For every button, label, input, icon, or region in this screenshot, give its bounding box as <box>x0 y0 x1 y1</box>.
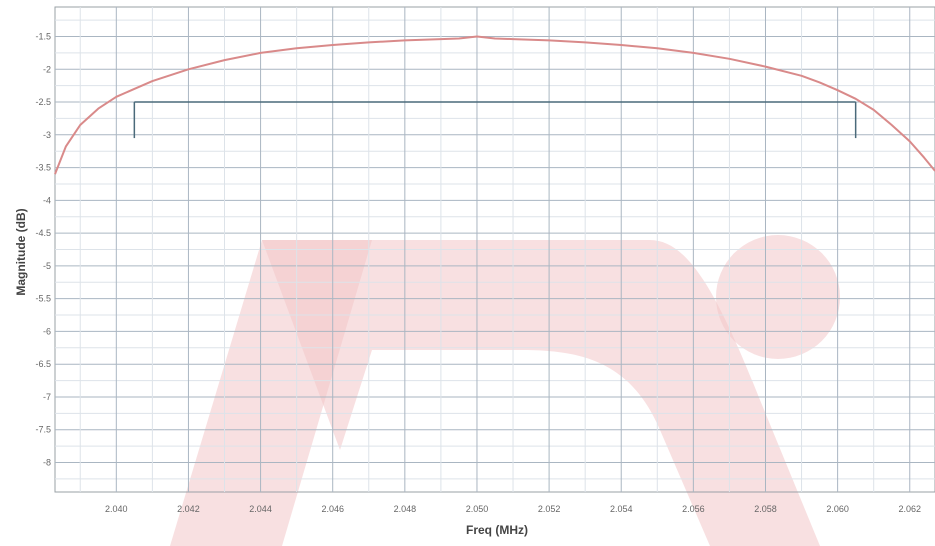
x-axis-label: Freq (MHz) <box>466 523 528 537</box>
y-tick-label: -7.5 <box>35 425 51 435</box>
y-tick-label: -6 <box>43 326 51 336</box>
x-tick-label: 2.058 <box>754 504 777 514</box>
x-tick-label: 2.040 <box>105 504 128 514</box>
x-tick-label: 2.056 <box>682 504 705 514</box>
x-tick-label: 2.060 <box>826 504 849 514</box>
y-axis-label: Magnitude (dB) <box>14 208 28 295</box>
series-layer <box>54 35 935 175</box>
y-tick-label: -3.5 <box>35 163 51 173</box>
x-tick-label: 2.044 <box>249 504 272 514</box>
x-tick-label: 2.046 <box>321 504 344 514</box>
x-tick-label: 2.042 <box>177 504 200 514</box>
watermark <box>170 235 840 546</box>
series-line-0 <box>54 35 935 175</box>
x-tick-label: 2.052 <box>538 504 561 514</box>
x-tick-label: 2.062 <box>898 504 921 514</box>
bandwidth-marker <box>133 101 857 139</box>
x-tick-label: 2.050 <box>466 504 489 514</box>
watermark-dot <box>716 235 840 359</box>
x-tick-labels: 2.040 2.042 2.044 2.046 2.048 2.050 2.052 2.054… <box>105 504 921 514</box>
watermark-arc <box>262 240 820 546</box>
y-tick-label: -4 <box>43 195 51 205</box>
y-tick-label: -2 <box>43 64 51 74</box>
y-tick-labels: -1.5 -2 -2.5 -3 -3.5 -4 -4.5 -5 -5.5 -6 -6.5 -7 -7.5… <box>35 31 51 467</box>
grid <box>55 7 935 492</box>
x-tick-label: 2.054 <box>610 504 633 514</box>
y-tick-label: -5 <box>43 261 51 271</box>
y-tick-label: -5.5 <box>35 294 51 304</box>
y-tick-label: -2.5 <box>35 97 51 107</box>
y-tick-label: -4.5 <box>35 228 51 238</box>
x-tick-label: 2.048 <box>394 504 417 514</box>
y-tick-label: -3 <box>43 130 51 140</box>
y-tick-label: -6.5 <box>35 359 51 369</box>
y-tick-label: -8 <box>43 458 51 468</box>
y-tick-label: -7 <box>43 392 51 402</box>
y-tick-label: -1.5 <box>35 31 51 41</box>
